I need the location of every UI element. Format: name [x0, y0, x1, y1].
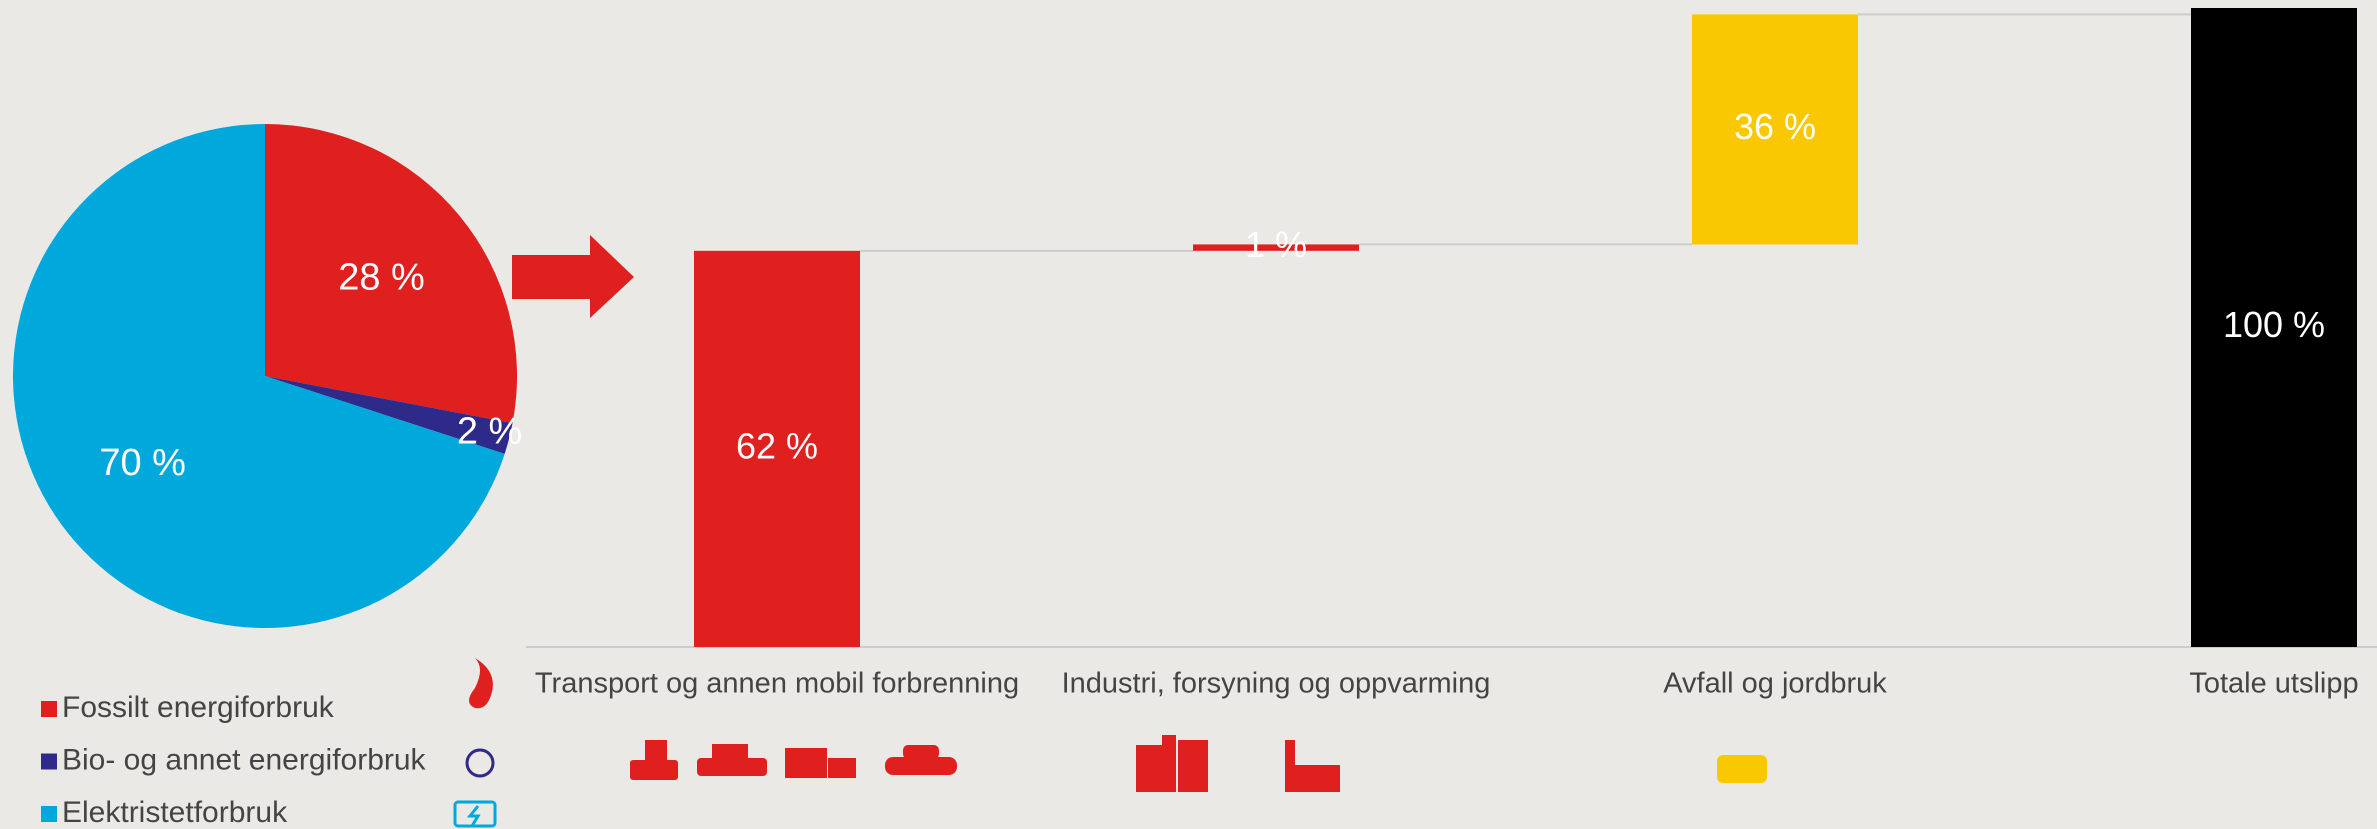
legend-swatch	[41, 701, 57, 717]
battery-icon	[453, 800, 497, 828]
bar-label: 62 %	[736, 425, 818, 466]
pie-label: 2 %	[457, 411, 522, 453]
icons	[630, 735, 1340, 792]
category-label: Transport og annen mobil forbrenning	[535, 668, 1019, 700]
bolt-icon	[466, 805, 481, 827]
bar-label: 36 %	[1734, 106, 1816, 147]
pie-slice	[13, 124, 505, 628]
bar-label: 1 %	[1245, 224, 1307, 265]
category-label: Avfall og jordbruk	[1663, 668, 1887, 700]
pie-label: 70 %	[99, 442, 186, 484]
recycle-icon	[465, 748, 495, 778]
legend-swatch	[41, 753, 57, 770]
fire-icon	[469, 658, 493, 709]
pie-slice	[265, 376, 513, 454]
pie-slice	[265, 124, 517, 424]
legend-label: Fossilt energiforbruk	[62, 691, 335, 724]
legend-swatch	[41, 806, 57, 822]
arrow	[512, 235, 634, 318]
bar	[2191, 8, 2357, 647]
bar-label: 100 %	[2223, 304, 2325, 345]
category-label: Totale utslipp	[2189, 668, 2358, 700]
pie-label: 28 %	[338, 257, 425, 299]
legend-label: Elektristetforbruk	[62, 796, 288, 829]
cow-icon	[1717, 755, 1767, 783]
legend-label: Bio- og annet energiforbruk	[62, 743, 427, 776]
category-label: Industri, forsyning og oppvarming	[1062, 668, 1491, 700]
bar	[1193, 244, 1359, 251]
bar	[1692, 14, 1858, 245]
bar	[694, 250, 860, 647]
